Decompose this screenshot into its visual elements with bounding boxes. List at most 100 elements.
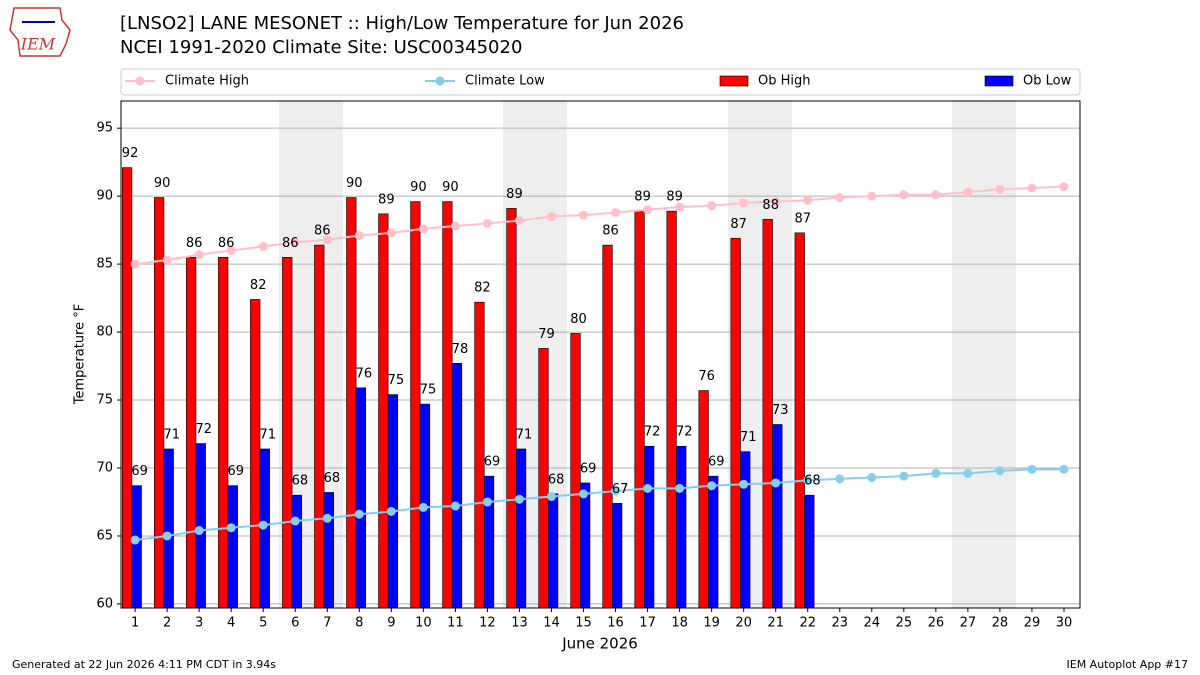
marker (514, 494, 524, 504)
y-tick-label: 60 (96, 596, 113, 611)
marker (482, 497, 492, 507)
bar (131, 485, 142, 609)
footer-right: IEM Autoplot App #17 (1067, 658, 1189, 671)
marker (450, 501, 460, 511)
y-tick-label: 90 (96, 189, 113, 204)
bar (644, 445, 655, 609)
bar (794, 232, 805, 609)
x-tick-label: 1 (131, 616, 139, 631)
x-tick-label: 9 (387, 616, 395, 631)
marker (418, 502, 428, 512)
value-label: 80 (570, 312, 587, 327)
legend-marker (135, 76, 145, 86)
value-label: 68 (324, 471, 341, 486)
marker (611, 207, 621, 217)
bar (708, 475, 719, 609)
marker (386, 506, 396, 516)
y-tick-label: 80 (96, 325, 113, 340)
marker (162, 531, 172, 541)
value-label: 89 (378, 192, 395, 207)
chart-title: [LNSO2] LANE MESONET :: High/Low Tempera… (120, 13, 684, 34)
x-tick-label: 30 (1056, 616, 1073, 631)
marker (771, 197, 781, 207)
marker (194, 250, 204, 260)
marker (1059, 182, 1069, 192)
plot-frame (120, 100, 1081, 609)
bar (314, 244, 325, 609)
y-axis-label: Temperature °F (73, 304, 88, 405)
y-tick-label: 70 (96, 460, 113, 475)
value-label: 71 (516, 427, 533, 442)
bar (250, 299, 261, 609)
marker (450, 221, 460, 231)
x-tick-label: 6 (291, 616, 299, 631)
x-tick-label: 25 (896, 616, 913, 631)
marker (931, 190, 941, 200)
marker (162, 255, 172, 265)
value-label: 90 (442, 180, 459, 195)
x-tick-label: 23 (831, 616, 848, 631)
y-tick-label: 85 (96, 257, 113, 272)
x-tick-label: 19 (703, 616, 720, 631)
marker (771, 478, 781, 488)
bar (634, 210, 645, 609)
marker (194, 526, 204, 536)
marker (867, 191, 877, 201)
value-label: 73 (772, 403, 789, 418)
value-label: 79 (538, 327, 555, 342)
value-label: 90 (346, 176, 363, 191)
x-tick-label: 17 (639, 616, 656, 631)
bar (195, 443, 206, 609)
weekend-shade (952, 101, 1016, 608)
bar (355, 387, 367, 609)
x-tick-label: 21 (767, 616, 784, 631)
marker (963, 187, 973, 197)
marker (258, 241, 268, 251)
marker (835, 193, 845, 203)
x-tick-label: 2 (163, 616, 171, 631)
marker (514, 216, 524, 226)
legend-label: Ob Low (1023, 74, 1072, 89)
marker (643, 205, 653, 215)
marker (899, 471, 909, 481)
value-label: 76 (698, 369, 715, 384)
bar (410, 201, 421, 609)
value-label: 86 (602, 224, 619, 239)
x-tick-label: 3 (195, 616, 203, 631)
marker (546, 492, 556, 502)
logo-outline (9, 7, 71, 57)
x-tick-label: 20 (735, 616, 752, 631)
marker (130, 259, 140, 269)
value-label: 75 (420, 383, 437, 398)
logo: IEM (9, 7, 71, 57)
value-label: 88 (762, 198, 779, 213)
marker (739, 479, 749, 489)
marker (290, 516, 300, 526)
value-label: 71 (740, 430, 757, 445)
x-tick-label: 12 (479, 616, 496, 631)
value-label: 68 (548, 472, 565, 487)
marker (322, 513, 332, 523)
marker (546, 212, 556, 222)
legend-label: Ob High (758, 74, 811, 89)
bar (218, 257, 229, 609)
value-label: 69 (580, 461, 597, 476)
marker (354, 231, 364, 241)
marker (579, 489, 589, 499)
bar (666, 210, 677, 609)
marker (803, 475, 813, 485)
x-tick-label: 24 (864, 616, 881, 631)
x-tick-label: 7 (323, 616, 331, 631)
bar (612, 503, 623, 609)
marker (899, 190, 909, 200)
bar (282, 257, 293, 609)
value-label: 86 (218, 236, 235, 251)
bar (451, 363, 463, 609)
marker (386, 228, 396, 238)
logo-text: IEM (20, 35, 56, 54)
value-label: 69 (131, 464, 148, 479)
value-label: 68 (292, 474, 309, 489)
legend-box (120, 68, 1081, 96)
line (134, 468, 1064, 542)
x-tick-label: 16 (607, 616, 624, 631)
